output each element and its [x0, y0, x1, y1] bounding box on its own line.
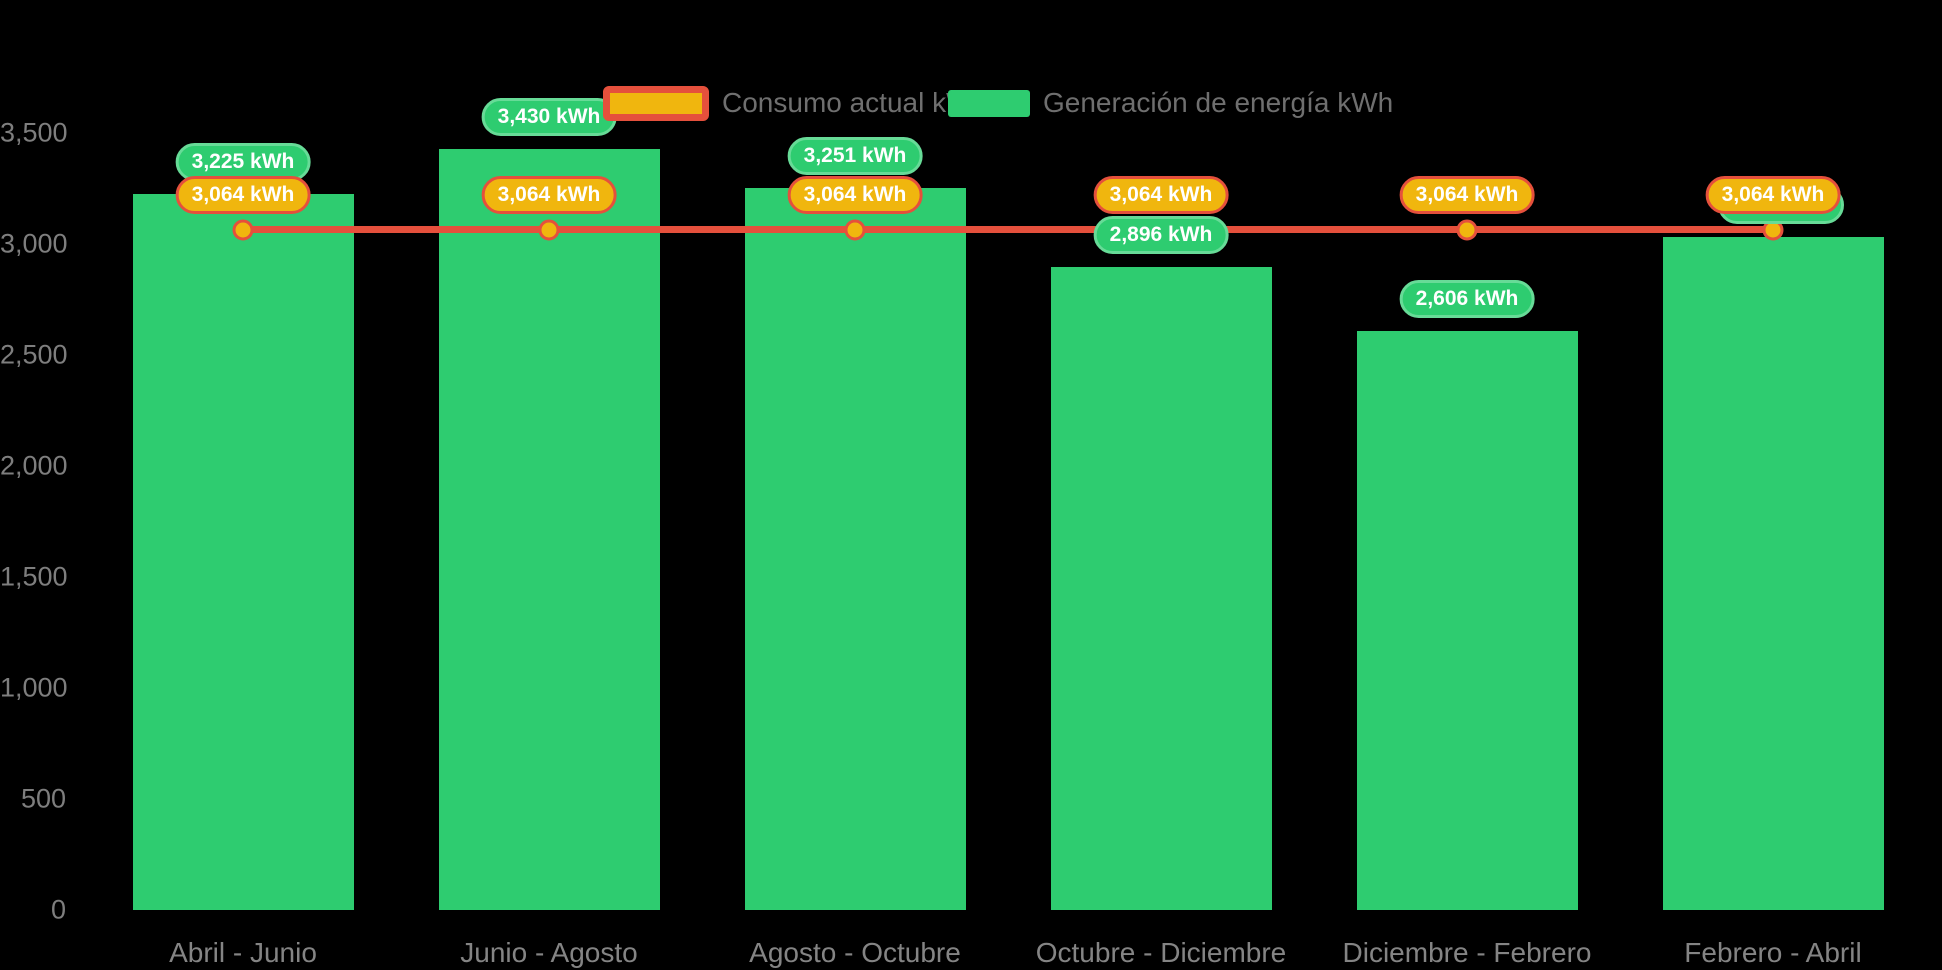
legend-label-generacion: Generación de energía kWh [1043, 87, 1394, 118]
line-value-label: 3,064 kWh [175, 175, 311, 214]
bar-value-label: 2,896 kWh [1093, 216, 1229, 255]
y-axis-tick-label: 3,500 [0, 117, 68, 148]
x-axis-category-label: Agosto - Octubre [749, 937, 961, 968]
x-axis-category-label: Abril - Junio [169, 937, 317, 968]
line-marker-dot[interactable] [538, 219, 560, 241]
y-axis-tick-label: 3,000 [0, 228, 68, 259]
line-value-label: 3,064 kWh [1093, 175, 1229, 214]
line-value-label: 3,064 kWh [481, 175, 617, 214]
line-marker-dot[interactable] [1456, 219, 1478, 241]
y-axis-tick-label: 2,000 [0, 450, 68, 481]
x-axis-category-label: Febrero - Abril [1684, 937, 1862, 968]
generation-bar[interactable] [1050, 267, 1272, 910]
generation-bar[interactable] [438, 148, 660, 910]
y-axis-tick-label: 500 [20, 783, 66, 814]
x-axis-category-label: Diciembre - Febrero [1342, 937, 1592, 968]
x-axis-category-label: Octubre - Diciembre [1035, 937, 1287, 968]
bar-value-label: 3,225 kWh [175, 143, 311, 182]
legend-swatch-generacion-bar [948, 89, 1030, 117]
line-value-label: 3,064 kWh [1705, 175, 1841, 214]
bar-value-label: 3,430 kWh [481, 97, 617, 136]
y-axis-tick-label: 2,500 [0, 339, 68, 370]
legend-item-consumo[interactable]: Consumo actual kWh [603, 84, 988, 122]
y-axis-tick-label: 1,000 [0, 672, 68, 703]
generation-bar[interactable] [744, 188, 966, 910]
consumption-line [243, 226, 1773, 234]
y-axis-tick-label: 1,500 [0, 561, 68, 592]
legend-item-generacion[interactable]: Generación de energía kWh [948, 84, 1393, 122]
legend-label-consumo: Consumo actual kWh [722, 87, 989, 118]
line-marker-dot[interactable] [232, 219, 254, 241]
generation-bar[interactable] [1662, 237, 1884, 910]
bar-value-label: 3,251 kWh [787, 137, 923, 176]
y-axis-tick-label: 0 [50, 894, 66, 925]
generation-bar[interactable] [1356, 331, 1578, 910]
line-value-label: 3,064 kWh [787, 175, 923, 214]
line-marker-dot[interactable] [844, 219, 866, 241]
line-value-label: 3,064 kWh [1399, 175, 1535, 214]
bar-value-label: 2,606 kWh [1399, 280, 1535, 319]
legend-swatch-consumo-line [603, 85, 709, 121]
generation-bar[interactable] [132, 194, 354, 910]
x-axis-category-label: Junio - Agosto [460, 937, 638, 968]
